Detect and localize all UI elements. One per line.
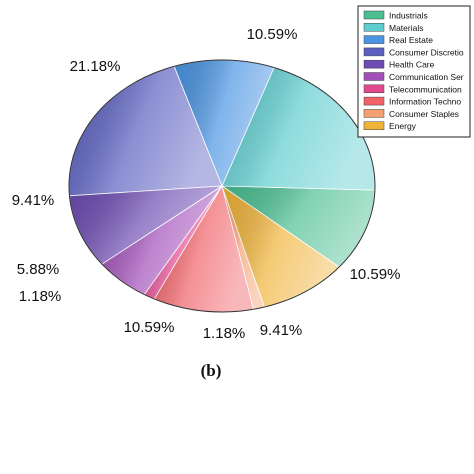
slice-label-consumer-discretio: 21.18% <box>70 58 121 75</box>
pie-outline <box>68 59 376 313</box>
figure-caption: (b) <box>201 361 222 380</box>
slice-label-real-estate: 10.59% <box>247 26 298 43</box>
legend-label: Telecommunication <box>389 84 462 94</box>
legend-label: Health Care <box>389 60 435 70</box>
legend-swatch <box>363 35 385 44</box>
legend-swatch <box>363 96 385 106</box>
legend-swatch <box>363 72 385 81</box>
slice-label-information-techno: 10.59% <box>124 319 175 336</box>
legend-swatch <box>363 84 385 94</box>
slice-label-communication-ser: 5.88% <box>17 261 60 278</box>
legend-swatch <box>363 23 385 32</box>
legend-swatch <box>363 109 385 118</box>
legend-swatch <box>363 10 385 20</box>
legend-swatch <box>363 47 385 57</box>
pie-slices <box>68 59 376 313</box>
slice-label-health-care: 9.41% <box>12 192 55 209</box>
legend: Industrials Materials Real Estate Consumer … <box>357 5 471 138</box>
pie-slice-shading <box>222 186 340 308</box>
slice-label-consumer-staples: 1.18% <box>203 325 246 342</box>
legend-label: Energy <box>389 121 417 131</box>
slice-label-energy: 9.41% <box>260 322 303 339</box>
legend-label: Real Estate <box>389 35 433 45</box>
legend-label: Consumer Discretio <box>389 47 464 57</box>
pie-slice-shading <box>69 186 222 265</box>
pie-slice-shading <box>174 59 275 186</box>
legend-label: Industrials <box>389 11 428 21</box>
pie-slice-shading <box>102 186 222 295</box>
legend-label: Materials <box>389 23 423 33</box>
slice-label-industrials: 10.59% <box>350 266 401 283</box>
slice-label-telecommunication: 1.18% <box>19 288 62 305</box>
legend-swatch <box>363 121 385 130</box>
pie-slice-shading <box>154 186 254 313</box>
legend-label: Communication Ser <box>389 72 464 82</box>
legend-swatch <box>363 59 385 69</box>
pie-slice-shading <box>144 186 222 300</box>
slice-labels: 10.59%20%10.59%21.18%9.41%5.88%1.18%10.5… <box>12 26 418 342</box>
legend-label: Information Techno <box>389 97 461 107</box>
pie-slice-shading <box>222 186 375 267</box>
pie-slice-shading <box>222 67 376 191</box>
pie-slice-shading <box>69 66 222 196</box>
legend-label: Consumer Staples <box>389 109 459 119</box>
